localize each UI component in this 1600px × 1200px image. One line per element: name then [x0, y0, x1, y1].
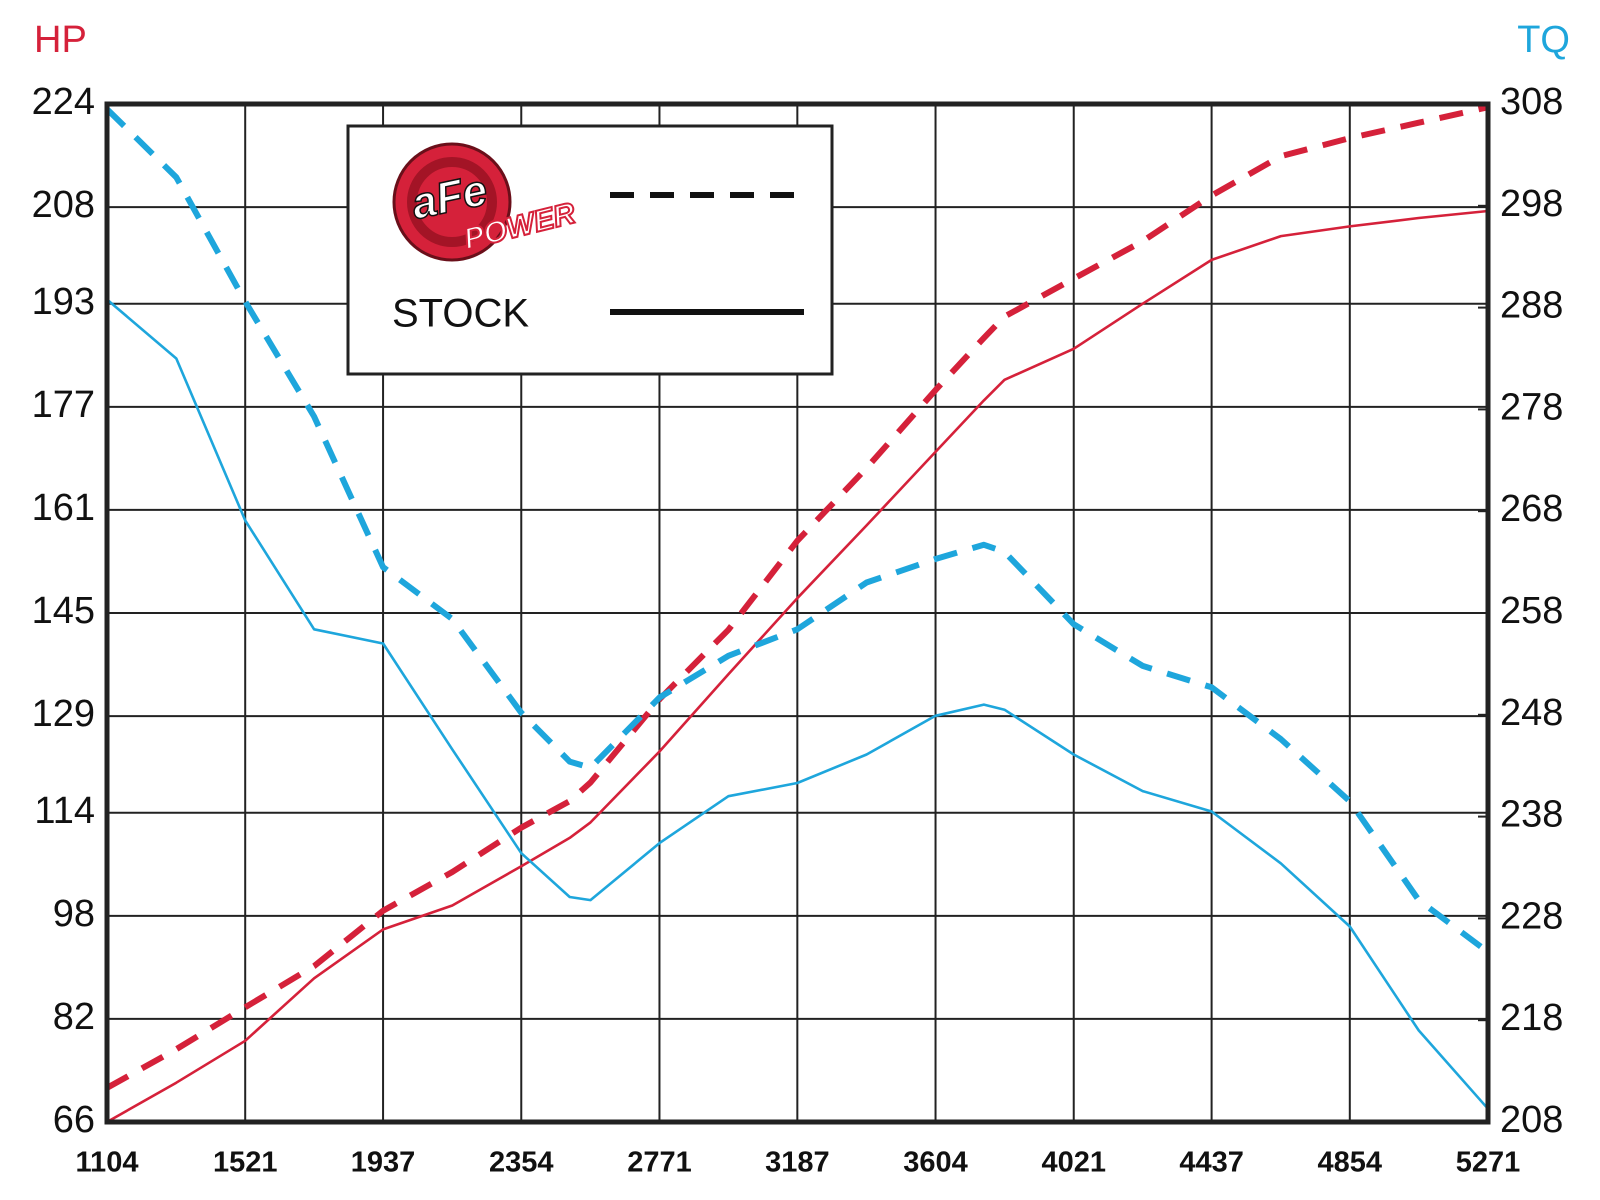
y-tick-label: 66 [53, 1099, 95, 1141]
y2-tick-label: 218 [1500, 997, 1563, 1039]
y2-axis-label: TQ [1517, 19, 1570, 61]
y-tick-label: 82 [53, 996, 95, 1038]
y-tick-label: 129 [32, 693, 95, 735]
x-tick-label: 1521 [213, 1147, 278, 1179]
y2-tick-label: 248 [1500, 692, 1563, 734]
y-tick-label: 161 [32, 487, 95, 529]
x-tick-label: 2771 [627, 1147, 692, 1179]
y-tick-label: 145 [32, 590, 95, 632]
y-tick-label: 177 [32, 384, 95, 426]
y2-tick-label: 208 [1500, 1099, 1563, 1141]
x-tick-label: 4437 [1179, 1147, 1244, 1179]
y2-tick-label: 268 [1500, 488, 1563, 530]
y2-tick-label: 228 [1500, 895, 1563, 937]
legend-label: STOCK [392, 292, 529, 336]
x-tick-label: 3604 [903, 1147, 968, 1179]
y-tick-label: 114 [34, 790, 95, 832]
y-tick-label: 193 [32, 281, 95, 323]
y-tick-label: 208 [32, 184, 95, 226]
logo-ring [407, 157, 497, 247]
lines [104, 104, 1490, 1124]
x-tick-label: 4854 [1318, 1147, 1383, 1179]
x-tick-label: 3187 [765, 1147, 830, 1179]
solid-line [106, 209, 1489, 1124]
legend: aFe POWER STOCK [346, 124, 834, 376]
dashed-line [104, 106, 1490, 955]
x-tick-label: 1104 [76, 1147, 139, 1179]
x-tick-label: 4021 [1041, 1147, 1106, 1179]
y2-tick-label: 288 [1500, 285, 1563, 327]
y2-tick-label: 278 [1500, 386, 1563, 428]
y-tick-label: 224 [32, 81, 95, 123]
y2-tick-label: 308 [1500, 81, 1563, 123]
y2-tick-label: 258 [1500, 590, 1563, 632]
solid-line [106, 298, 1489, 1110]
y2-tick-label: 298 [1500, 183, 1563, 225]
y2-tick-label: 238 [1500, 794, 1563, 836]
plot-frame [104, 101, 1491, 1125]
y-tick-label: 98 [53, 893, 95, 935]
x-tick-label: 1937 [351, 1147, 416, 1179]
x-tick-label: 5271 [1456, 1147, 1521, 1179]
dashed-line [105, 104, 1489, 1091]
y-axis-label: HP [34, 19, 87, 61]
x-tick-label: 2354 [489, 1147, 554, 1179]
